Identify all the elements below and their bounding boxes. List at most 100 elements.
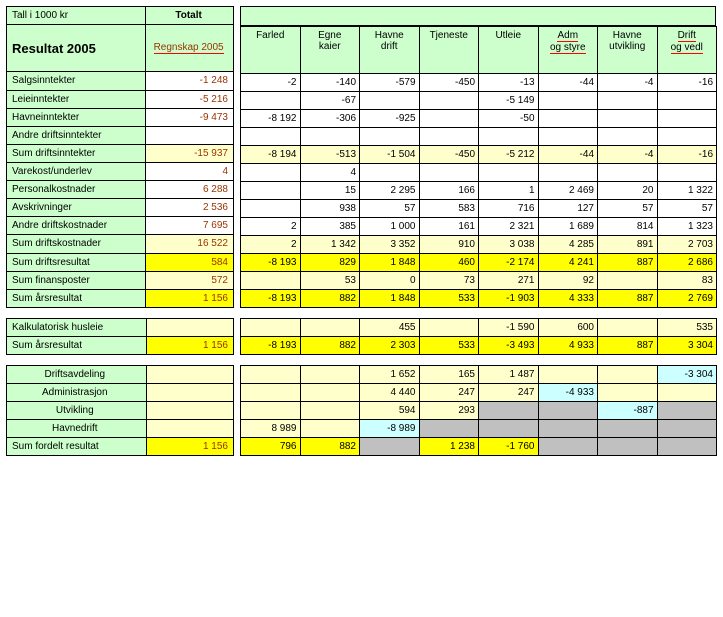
data-cell: -13 [479, 74, 539, 92]
row-label: Leieinntekter [7, 90, 146, 108]
data-cell: -8 989 [360, 420, 420, 438]
data-cell [241, 128, 301, 146]
data-cell [300, 319, 360, 337]
data-cell [598, 272, 658, 290]
row-total: 1 156 [146, 289, 234, 307]
data-cell [598, 92, 658, 110]
right-main-table: FarledEgnekaierHavnedriftTjenesteUtleieA… [240, 26, 717, 308]
data-cell [598, 110, 658, 128]
data-cell: 3 038 [479, 236, 539, 254]
data-cell: 2 769 [657, 290, 717, 308]
col-header: Havneutvikling [598, 27, 658, 74]
row-label: Personalkostnader [7, 181, 146, 199]
row-total [146, 126, 234, 144]
data-cell: 1 652 [360, 366, 420, 384]
row-label: Sum fordelt resultat [7, 438, 147, 456]
data-cell [479, 420, 539, 438]
data-cell: 2 303 [360, 337, 420, 355]
data-cell: 293 [419, 402, 479, 420]
data-cell: 2 321 [479, 218, 539, 236]
data-cell: -1 760 [479, 438, 539, 456]
data-cell: 1 487 [479, 366, 539, 384]
data-cell: -306 [300, 110, 360, 128]
data-cell: 57 [360, 200, 420, 218]
row-label: Varekost/underlev [7, 162, 146, 180]
data-cell [241, 366, 301, 384]
row-label: Salgsinntekter [7, 72, 146, 90]
data-cell: 2 [241, 218, 301, 236]
data-cell [598, 384, 658, 402]
data-cell: -1 504 [360, 146, 420, 164]
data-cell [360, 438, 420, 456]
data-cell: 53 [300, 272, 360, 290]
data-cell [538, 438, 598, 456]
data-cell: 1 689 [538, 218, 598, 236]
data-cell [300, 128, 360, 146]
col-header: Admog styre [538, 27, 598, 74]
data-cell: 161 [419, 218, 479, 236]
col-header: Havnedrift [360, 27, 420, 74]
data-cell [538, 164, 598, 182]
block3-section: DriftsavdelingAdministrasjonUtviklingHav… [6, 365, 717, 456]
data-cell: 1 000 [360, 218, 420, 236]
col-header: Egnekaier [300, 27, 360, 74]
data-cell: -44 [538, 74, 598, 92]
data-cell [300, 402, 360, 420]
data-cell [479, 402, 539, 420]
caption-cell: Tall i 1000 kr [7, 7, 146, 25]
data-cell: 455 [360, 319, 420, 337]
data-cell [598, 366, 658, 384]
row-total: 572 [146, 271, 234, 289]
data-cell: 460 [419, 254, 479, 272]
data-cell: -16 [657, 146, 717, 164]
data-cell [419, 110, 479, 128]
data-cell: 4 440 [360, 384, 420, 402]
row-total: 1 156 [146, 337, 233, 355]
data-cell: 882 [300, 337, 360, 355]
data-cell: 15 [300, 182, 360, 200]
data-cell: 600 [538, 319, 598, 337]
data-cell: 385 [300, 218, 360, 236]
row-total: -5 216 [146, 90, 234, 108]
data-cell [300, 384, 360, 402]
row-label: Sum driftsinntekter [7, 144, 146, 162]
data-cell: 247 [419, 384, 479, 402]
data-cell: -140 [300, 74, 360, 92]
row-total: 7 695 [146, 217, 234, 235]
data-cell: 0 [360, 272, 420, 290]
data-cell: 716 [479, 200, 539, 218]
data-cell: 2 [241, 236, 301, 254]
data-cell [538, 92, 598, 110]
data-cell [241, 200, 301, 218]
right-block3: 1 6521651 487-3 3044 440247247-4 9335942… [240, 365, 717, 456]
data-cell: -5 212 [479, 146, 539, 164]
data-cell [598, 319, 658, 337]
data-cell: -44 [538, 146, 598, 164]
data-cell [241, 384, 301, 402]
row-label: Havnedrift [7, 420, 147, 438]
row-total [146, 366, 233, 384]
row-label: Utvikling [7, 402, 147, 420]
row-label: Sum årsresultat [7, 337, 147, 355]
data-cell: 583 [419, 200, 479, 218]
data-cell: -4 [598, 146, 658, 164]
data-cell [419, 128, 479, 146]
row-total: 584 [146, 253, 234, 271]
row-label: Sum årsresultat [7, 289, 146, 307]
data-cell [538, 420, 598, 438]
data-cell: 165 [419, 366, 479, 384]
row-label: Administrasjon [7, 384, 147, 402]
data-cell [419, 319, 479, 337]
row-total [146, 402, 233, 420]
data-cell: -3 304 [657, 366, 717, 384]
row-total: 2 536 [146, 199, 234, 217]
data-cell: 533 [419, 290, 479, 308]
title-cell: Resultat 2005 [7, 25, 146, 72]
data-cell [300, 366, 360, 384]
data-cell [538, 110, 598, 128]
data-cell: -8 193 [241, 337, 301, 355]
data-cell: 8 989 [241, 420, 301, 438]
data-cell: 4 [300, 164, 360, 182]
data-cell: 247 [479, 384, 539, 402]
data-cell: 1 323 [657, 218, 717, 236]
